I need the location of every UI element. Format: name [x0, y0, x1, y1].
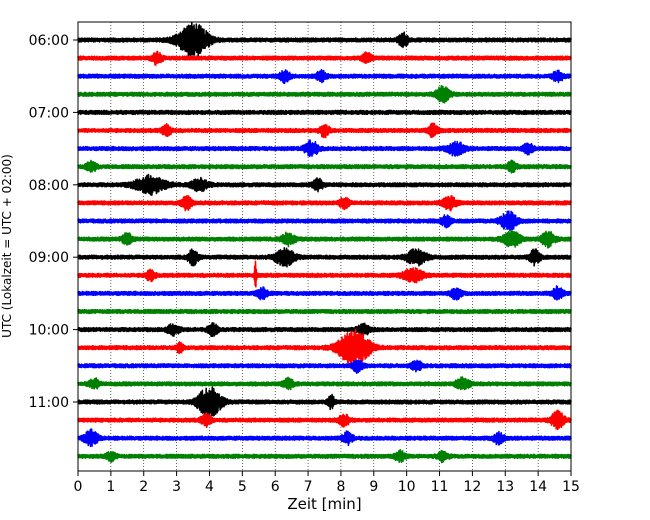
trace-0915 [77, 260, 572, 288]
x-tick-label: 12 [463, 479, 481, 495]
y-tick-label: 09:00 [29, 250, 69, 266]
trace-0945 [77, 308, 572, 315]
trace-1100 [77, 386, 572, 419]
x-tick-label: 3 [172, 479, 181, 495]
x-tick-label: 13 [496, 479, 514, 495]
trace-0715 [77, 122, 572, 139]
x-tick-label: 8 [336, 479, 345, 495]
trace-0845 [77, 229, 572, 249]
y-axis: 06:00 07:00 08:00 09:00 10:00 11:00 [29, 33, 78, 411]
y-tick-label: 06:00 [29, 33, 69, 49]
plot-frame [77, 21, 572, 472]
trace-0815 [77, 194, 572, 212]
seismogram-traces [77, 21, 572, 464]
trace-0615 [77, 50, 572, 66]
x-tick-label: 2 [139, 479, 148, 495]
x-tick-label: 6 [271, 479, 280, 495]
trace-1115 [77, 409, 572, 431]
trace-0930 [77, 285, 572, 301]
x-tick-label: 15 [562, 479, 580, 495]
trace-1130 [77, 428, 572, 448]
x-axis-label: Zeit [min] [287, 495, 361, 513]
trace-0730 [77, 139, 572, 158]
y-tick-label: 07:00 [29, 105, 69, 121]
y-tick-label: 08:00 [29, 178, 69, 194]
x-tick-label: 0 [74, 479, 83, 495]
x-tick-label: 10 [398, 479, 416, 495]
x-tick-label: 11 [431, 479, 449, 495]
y-tick-label: 11:00 [29, 395, 69, 411]
x-tick-label: 5 [238, 479, 247, 495]
y-axis-label: UTC (Lokalzeit = UTC + 02:00) [0, 154, 14, 338]
trace-1145 [77, 448, 572, 464]
x-tick-label: 4 [205, 479, 214, 495]
trace-0700 [77, 109, 572, 116]
x-axis: 0 1 2 3 4 5 6 7 8 9 10 11 12 13 14 15 [74, 471, 580, 495]
trace-0600 [77, 21, 572, 58]
trace-0830 [77, 210, 572, 232]
trace-0745 [77, 159, 572, 174]
y-tick-label: 10:00 [29, 323, 69, 339]
trace-1000 [77, 322, 572, 338]
trace-0800 [77, 173, 572, 196]
trace-1030 [77, 359, 572, 374]
x-tick-label: 7 [304, 479, 313, 495]
trace-0630 [77, 68, 572, 85]
trace-1045 [77, 376, 572, 391]
x-tick-label: 14 [529, 479, 547, 495]
x-tick-label: 1 [106, 479, 115, 495]
trace-0900 [77, 246, 572, 268]
trace-0645 [77, 85, 572, 104]
trace-1015 [77, 328, 572, 367]
x-tick-label: 9 [369, 479, 378, 495]
